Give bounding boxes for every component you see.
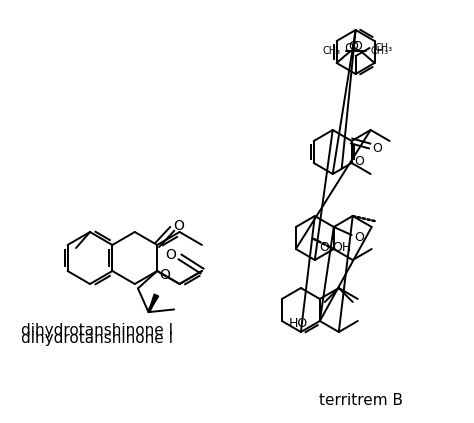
Text: O: O	[353, 39, 363, 52]
Text: O: O	[160, 268, 171, 282]
Text: HO: HO	[288, 316, 308, 330]
Text: CH₃: CH₃	[374, 43, 392, 53]
Text: dihydrotanshinone I: dihydrotanshinone I	[21, 330, 173, 346]
Text: O: O	[166, 248, 177, 262]
Text: territrem B: territrem B	[319, 393, 402, 407]
Polygon shape	[148, 294, 159, 312]
Text: O: O	[173, 219, 184, 233]
Text: CH₃: CH₃	[323, 46, 341, 56]
Text: O: O	[345, 41, 355, 55]
Text: O: O	[355, 231, 365, 244]
Text: dihydrotanshinone I: dihydrotanshinone I	[21, 322, 173, 338]
Text: O: O	[373, 142, 383, 154]
Text: OH: OH	[332, 241, 351, 253]
Text: CH₃: CH₃	[370, 46, 389, 56]
Text: O: O	[349, 39, 359, 52]
Text: O: O	[355, 154, 365, 168]
Text: O: O	[319, 241, 329, 253]
